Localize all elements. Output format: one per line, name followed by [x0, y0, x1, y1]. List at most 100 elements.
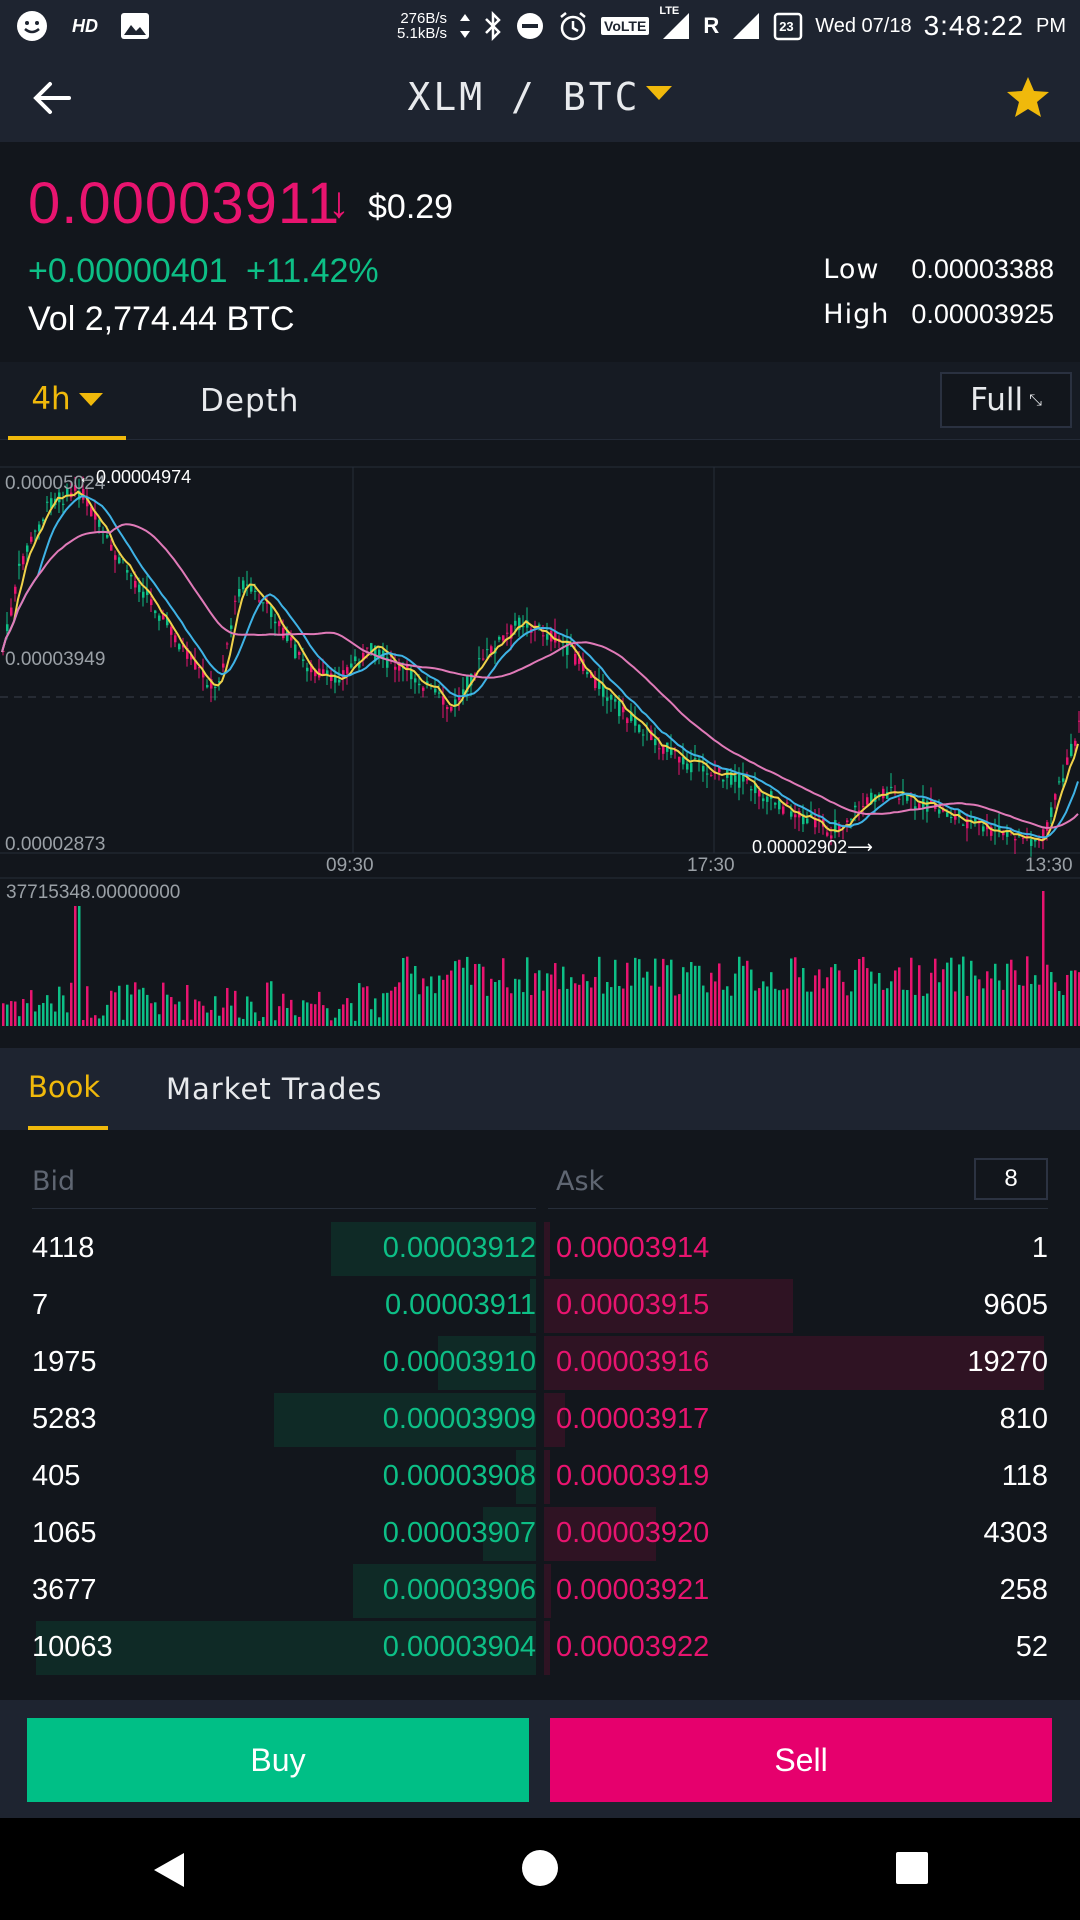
candle-body — [94, 511, 97, 520]
volume-bar — [358, 983, 361, 1026]
candle-body — [774, 802, 777, 805]
volume-bar — [1014, 970, 1017, 1026]
candle-body — [154, 610, 157, 614]
candle-body — [118, 557, 121, 564]
volume-bar — [886, 988, 889, 1026]
candle-body — [414, 678, 417, 683]
candle-body — [290, 637, 293, 641]
candle-body — [374, 645, 377, 662]
candle-body — [1034, 839, 1037, 842]
volume-bar — [106, 1004, 109, 1026]
candle-body — [218, 681, 221, 683]
candle-body — [958, 810, 961, 818]
nav-home-icon[interactable] — [522, 1850, 558, 1886]
volume-bar — [310, 1003, 313, 1026]
volume-bar — [450, 970, 453, 1026]
candle-body — [50, 498, 53, 509]
candle-body — [418, 683, 421, 686]
volume-bar — [386, 992, 389, 1026]
tab-depth[interactable]: Depth — [200, 383, 300, 419]
candle-body — [670, 747, 673, 755]
back-button[interactable] — [30, 76, 74, 120]
candle-body — [114, 555, 117, 560]
volume-bar — [746, 960, 749, 1026]
volume-bar — [250, 1001, 253, 1026]
candle-body — [746, 778, 749, 781]
volume-bar — [230, 1005, 233, 1026]
volume-bar — [14, 1001, 17, 1026]
candle-body — [110, 544, 113, 551]
candle-body — [106, 535, 109, 538]
volume-bar — [518, 979, 521, 1026]
signal-icon — [731, 11, 761, 41]
candle-body — [482, 658, 485, 660]
candle-body — [422, 687, 425, 691]
order-book-row[interactable]: 405 0.00003908 0.00003919 118 — [0, 1450, 1080, 1507]
tab-interval[interactable]: 4h — [8, 362, 126, 440]
ask-quantity: 19270 — [967, 1346, 1048, 1378]
tab-book[interactable]: Book — [28, 1048, 108, 1130]
ask-price: 0.00003919 — [556, 1460, 710, 1492]
volume-bar — [498, 980, 501, 1026]
volume-bar — [398, 982, 401, 1026]
bid-depth-bar — [515, 1450, 536, 1504]
volume-bar — [614, 959, 617, 1026]
chevron-down-icon — [646, 86, 673, 100]
order-book-row[interactable]: 10063 0.00003904 0.00003922 52 — [0, 1621, 1080, 1678]
order-book-row[interactable]: 1975 0.00003910 0.00003916 19270 — [0, 1336, 1080, 1393]
volume-bar — [266, 982, 269, 1026]
candle-body — [446, 707, 449, 710]
candlestick-chart[interactable]: 0.00005024 0.00003949 0.00002873 ←0.0000… — [0, 441, 1080, 1031]
ma-line-short — [1, 490, 1079, 842]
volume-bar — [342, 1004, 345, 1026]
volume-bar — [898, 967, 901, 1026]
nav-recents-icon[interactable] — [896, 1852, 928, 1884]
volume-bar — [430, 976, 433, 1026]
order-book-row[interactable]: 4118 0.00003912 0.00003914 1 — [0, 1222, 1080, 1279]
candle-body — [438, 692, 441, 694]
candle-body — [386, 657, 389, 668]
volume-bar — [466, 956, 469, 1026]
candle-body — [662, 746, 665, 754]
volume-bar — [914, 994, 917, 1026]
candle-body — [626, 718, 629, 724]
volume-bar — [242, 1018, 245, 1026]
volume-bar — [290, 999, 293, 1026]
candle-body — [1002, 831, 1005, 836]
order-book-row[interactable]: 1065 0.00003907 0.00003920 4303 — [0, 1507, 1080, 1564]
depth-selector[interactable]: 8 — [974, 1158, 1048, 1200]
candle-body — [278, 621, 281, 627]
tab-market-trades[interactable]: Market Trades — [166, 1072, 383, 1106]
nav-back-icon[interactable] — [150, 1850, 190, 1890]
candle-body — [62, 503, 65, 505]
ask-price: 0.00003921 — [556, 1574, 710, 1606]
volume-bar — [30, 990, 33, 1026]
volume-bar — [214, 996, 217, 1026]
candle-body — [322, 669, 325, 675]
order-book-row[interactable]: 7 0.00003911 0.00003915 9605 — [0, 1279, 1080, 1336]
volume-bar — [1042, 891, 1045, 1026]
bid-price: 0.00003908 — [382, 1460, 536, 1492]
price-change: +0.00000401 — [28, 252, 228, 290]
order-book-row[interactable]: 3677 0.00003906 0.00003921 258 — [0, 1564, 1080, 1621]
order-book-row[interactable]: 5283 0.00003909 0.00003917 810 — [0, 1393, 1080, 1450]
y-axis-bottom: 0.00002873 — [5, 834, 106, 855]
sell-button[interactable]: Sell — [550, 1718, 1052, 1802]
volume-bar — [258, 1020, 261, 1026]
volume-bar — [138, 989, 141, 1026]
y-axis-mid: 0.00003949 — [5, 649, 106, 670]
favorite-button[interactable] — [1004, 74, 1052, 122]
candle-body — [162, 614, 165, 620]
volume-bar — [210, 1009, 213, 1026]
volume-bar — [74, 906, 77, 1026]
candle-body — [866, 797, 869, 805]
last-price: 0.00003911 — [28, 171, 341, 236]
fullscreen-button[interactable]: Full ⤡ — [940, 372, 1072, 428]
buy-button[interactable]: Buy — [27, 1718, 529, 1802]
volume-bar — [470, 984, 473, 1026]
min-price-marker: 0.00002902⟶ — [752, 837, 873, 857]
divider — [32, 1208, 536, 1209]
volume-bar — [910, 957, 913, 1026]
volume-bar — [298, 1016, 301, 1026]
pair-selector[interactable]: XLM / BTC — [408, 75, 673, 119]
